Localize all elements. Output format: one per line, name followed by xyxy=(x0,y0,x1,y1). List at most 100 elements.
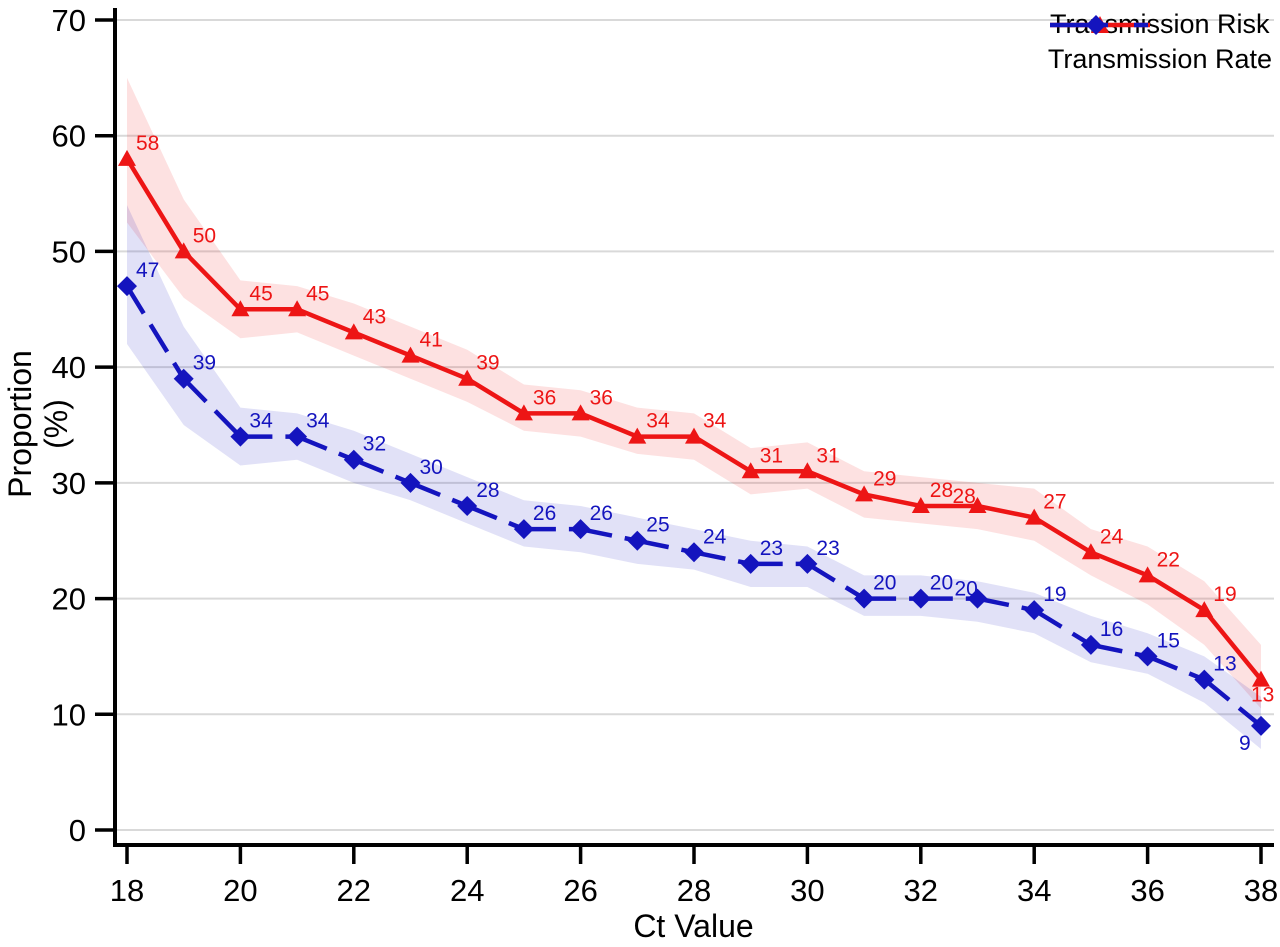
point-label: 23 xyxy=(760,537,783,560)
x-tick-label: 38 xyxy=(1244,873,1278,908)
series-line-dash xyxy=(693,550,752,567)
diamond-marker xyxy=(287,426,308,447)
y-tick-label: 30 xyxy=(52,466,86,501)
series-line-dash xyxy=(580,526,638,543)
series-line-dash xyxy=(977,596,1035,613)
x-tick-label: 34 xyxy=(1017,873,1051,908)
triangle-marker xyxy=(1081,543,1100,560)
diamond-marker xyxy=(740,553,761,574)
diamond-marker xyxy=(684,542,704,563)
diamond-marker xyxy=(854,588,875,609)
y-tick-label: 40 xyxy=(52,350,86,385)
x-tick-label: 24 xyxy=(450,873,484,908)
point-label: 13 xyxy=(1251,684,1274,707)
point-label: 13 xyxy=(1213,653,1236,676)
legend-label-rate: Transmission Rate xyxy=(1047,44,1272,74)
diamond-marker xyxy=(797,553,818,574)
triangle-marker xyxy=(288,300,307,317)
diamond-marker xyxy=(173,368,194,389)
diamond-marker xyxy=(400,472,421,493)
diamond-marker xyxy=(457,496,478,516)
series-line-dash xyxy=(409,480,469,509)
confidence-band xyxy=(127,77,1261,709)
triangle-marker xyxy=(968,497,987,513)
x-tick-label: 28 xyxy=(677,873,711,908)
triangle-marker xyxy=(1138,566,1157,583)
x-tick-label: 22 xyxy=(337,873,371,908)
diamond-marker xyxy=(570,519,591,540)
y-tick-label: 60 xyxy=(52,119,86,154)
triangle-marker xyxy=(685,427,703,444)
point-label: 28 xyxy=(953,485,976,508)
diamond-marker xyxy=(627,530,648,551)
diamond-marker xyxy=(230,426,251,447)
point-label: 20 xyxy=(930,572,953,595)
point-label: 28 xyxy=(930,479,953,502)
point-label: 26 xyxy=(533,502,556,525)
triangle-marker xyxy=(741,462,760,479)
series-line-dash xyxy=(1202,677,1263,728)
triangle-marker xyxy=(401,346,420,363)
triangle-marker xyxy=(1195,601,1214,618)
series-line-dash xyxy=(1146,654,1206,682)
diamond-marker xyxy=(910,588,931,609)
series-line-dash xyxy=(352,457,412,485)
diamond-marker xyxy=(1024,600,1045,621)
point-label: 45 xyxy=(306,282,329,305)
point-label: 24 xyxy=(703,525,727,548)
x-tick-label: 36 xyxy=(1130,873,1164,908)
x-tick-label: 20 xyxy=(223,873,257,908)
point-label: 25 xyxy=(646,514,669,537)
diamond-marker xyxy=(117,276,137,297)
series-line-dash xyxy=(636,538,695,555)
point-label: 34 xyxy=(703,410,727,433)
point-label: 26 xyxy=(590,502,613,525)
point-label: 41 xyxy=(420,329,443,352)
diamond-marker xyxy=(1080,634,1101,655)
legend-item-transmission-rate: Transmission Rate xyxy=(1047,15,1272,76)
point-label: 22 xyxy=(1157,548,1180,571)
point-label: 34 xyxy=(306,410,330,433)
x-tick-label: 18 xyxy=(110,873,144,908)
point-label: 58 xyxy=(136,132,159,155)
series-line-dash xyxy=(466,503,525,532)
x-tick-label: 26 xyxy=(563,873,597,908)
point-label: 15 xyxy=(1157,629,1180,652)
diamond-marker xyxy=(967,588,988,609)
diamond-marker xyxy=(343,449,364,470)
diamond-marker xyxy=(1137,646,1158,667)
triangle-marker xyxy=(1025,508,1044,525)
point-label: 39 xyxy=(193,352,216,375)
point-label: 32 xyxy=(363,433,386,456)
y-tick-label: 0 xyxy=(69,813,86,848)
series-line-dash xyxy=(296,434,355,462)
diamond-marker-icon xyxy=(1085,15,1106,35)
series-line-dash xyxy=(182,377,243,439)
triangle-marker xyxy=(118,149,136,166)
point-label: 20 xyxy=(955,578,978,601)
point-label: 27 xyxy=(1043,491,1066,514)
triangle-marker xyxy=(458,369,477,386)
triangle-marker xyxy=(628,427,647,444)
point-label: 43 xyxy=(363,305,386,328)
y-tick-label: 20 xyxy=(52,582,86,617)
triangle-marker xyxy=(911,497,930,513)
y-axis-title: Proportion (%) xyxy=(2,350,74,498)
x-tick-label: 30 xyxy=(790,873,824,908)
series-line-dash xyxy=(806,561,866,601)
triangle-marker xyxy=(1252,670,1270,687)
triangle-marker xyxy=(344,323,363,340)
point-label: 19 xyxy=(1213,583,1236,606)
point-label: 47 xyxy=(136,259,159,282)
point-label: 31 xyxy=(816,444,839,467)
y-tick-label: 50 xyxy=(52,234,86,269)
point-label: 31 xyxy=(760,444,783,467)
diamond-marker xyxy=(1251,715,1271,736)
series-line-dash xyxy=(125,284,186,380)
confidence-band xyxy=(127,205,1261,750)
diamond-marker xyxy=(513,519,534,540)
point-label: 39 xyxy=(476,352,499,375)
point-label: 34 xyxy=(646,410,670,433)
